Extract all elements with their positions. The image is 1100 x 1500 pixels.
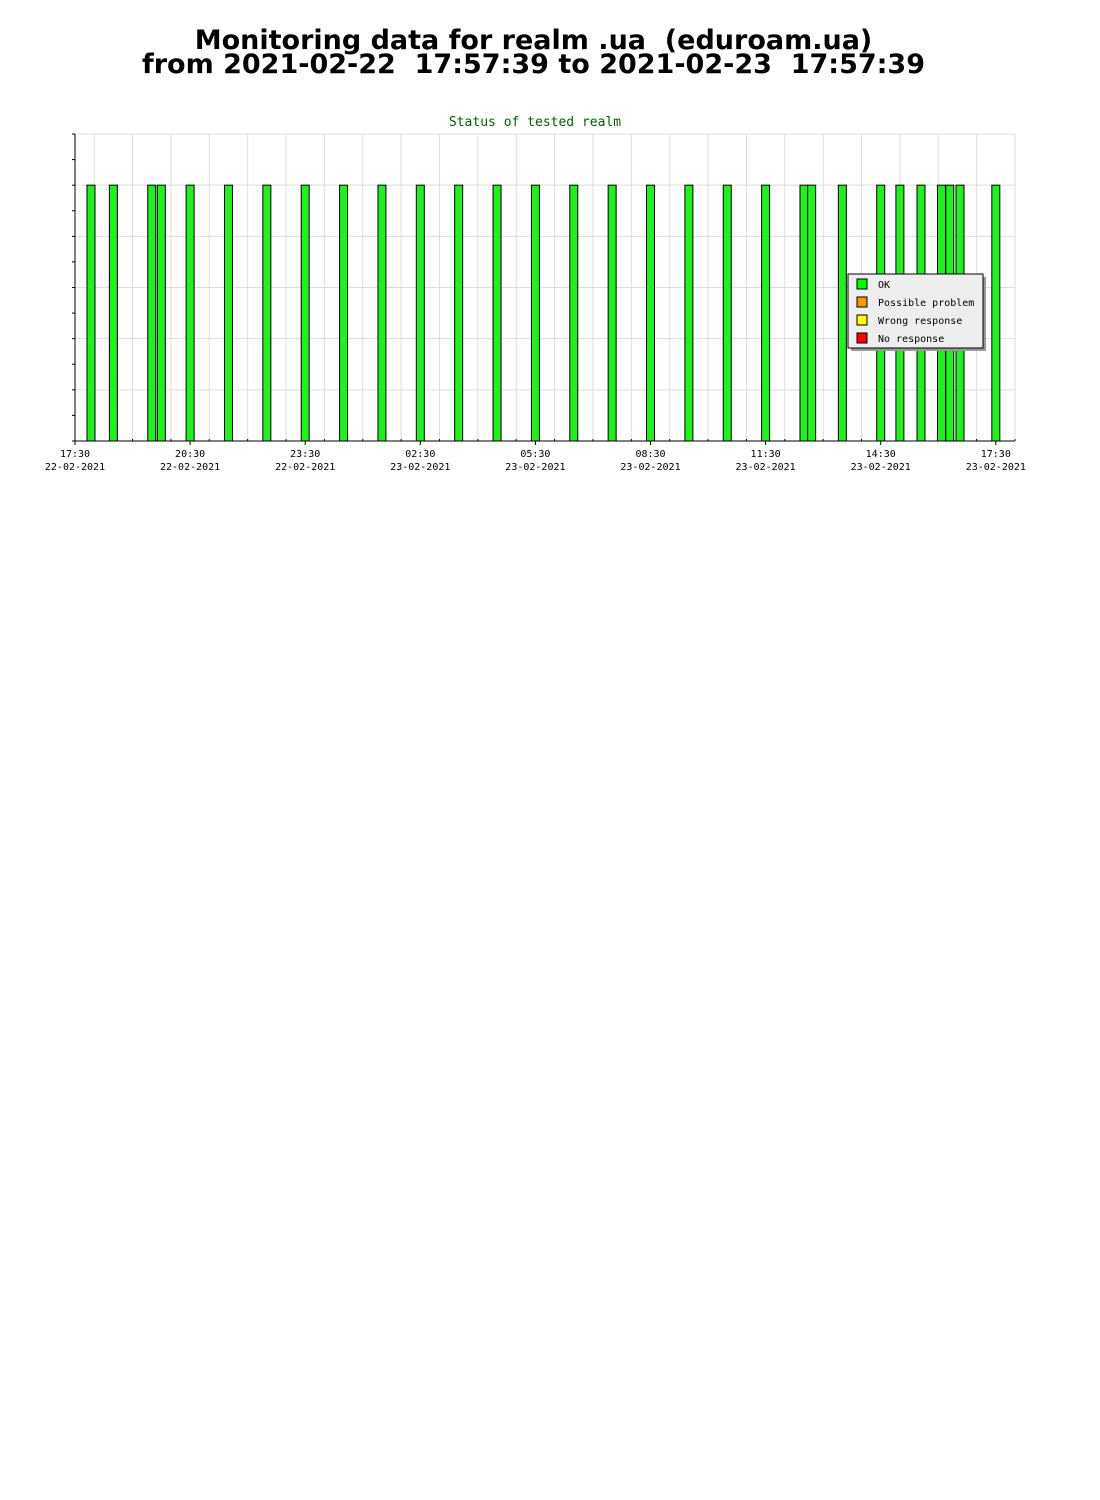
legend-box (847, 273, 984, 349)
x-tick-label-date: 23-02-2021 (851, 462, 911, 473)
bar-ok (108, 184, 118, 442)
bar-ok (569, 184, 579, 442)
bar-ok (607, 184, 617, 442)
bar-ok (147, 184, 157, 442)
x-tick-label-time: 05:30 (520, 449, 550, 460)
bar-ok (454, 184, 464, 442)
x-tick-label-date: 23-02-2021 (620, 462, 680, 473)
legend-label: No response (878, 334, 944, 345)
x-tick-label-date: 23-02-2021 (505, 462, 565, 473)
bar-ok (377, 184, 387, 442)
x-tick-label-time: 17:30 (981, 449, 1011, 460)
x-tick-label-date: 23-02-2021 (390, 462, 450, 473)
x-tick-label-time: 20:30 (175, 449, 205, 460)
bar-ok (761, 184, 771, 442)
bar-ok (223, 184, 233, 442)
bar-ok (722, 184, 732, 442)
bar-ok (262, 184, 272, 442)
x-tick-label-time: 02:30 (405, 449, 435, 460)
status-chart: Status of tested realm 17:30 22-02-2021 20:… (45, 115, 1026, 473)
x-tick-label-time: 17:30 (60, 449, 90, 460)
bar-ok (530, 184, 540, 442)
x-tick-label-date: 23-02-2021 (966, 462, 1026, 473)
bar-ok (991, 184, 1001, 442)
legend-swatch (856, 296, 868, 308)
legend-swatch (856, 332, 868, 344)
x-tick-label-date: 22-02-2021 (45, 462, 105, 473)
x-tick-label-time: 08:30 (635, 449, 665, 460)
bar-ok (415, 184, 425, 442)
page-title-line-2: from 2021-02-22 17:57:39 to 2021-02-23 1… (141, 49, 926, 80)
legend-label: Possible problem (878, 298, 974, 309)
x-tick-label-time: 14:30 (866, 449, 896, 460)
x-tick-label-date: 22-02-2021 (275, 462, 335, 473)
x-tick-label-date: 23-02-2021 (736, 462, 796, 473)
bar-ok (156, 184, 166, 442)
legend-label: OK (878, 280, 890, 291)
x-tick-label-date: 22-02-2021 (160, 462, 220, 473)
legend-swatch (856, 278, 868, 290)
bar-ok (799, 184, 809, 442)
legend-label: Wrong response (878, 316, 962, 327)
bar-ok (684, 184, 694, 442)
x-tick-label-time: 23:30 (290, 449, 320, 460)
bar-ok (300, 184, 310, 442)
bar-ok (807, 184, 817, 442)
bar-ok (339, 184, 349, 442)
x-tick-label-time: 11:30 (751, 449, 781, 460)
bar-ok (492, 184, 502, 442)
bar-ok (86, 184, 96, 442)
legend-swatch (856, 314, 868, 326)
bar-ok (185, 184, 195, 442)
bar-ok (837, 184, 847, 442)
page-title-line-1: Monitoring data for realm .ua (eduroam.u… (194, 25, 873, 56)
chart-title: Status of tested realm (449, 115, 621, 130)
bar-ok (646, 184, 656, 442)
